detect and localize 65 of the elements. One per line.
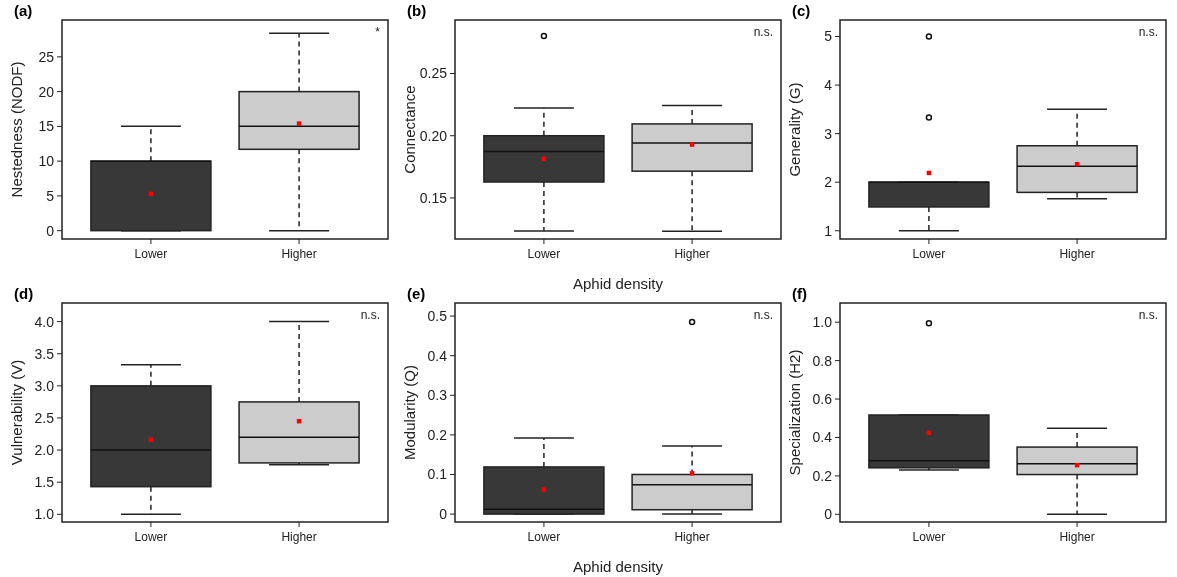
annotation: * bbox=[375, 25, 381, 39]
annotation: n.s. bbox=[1138, 308, 1158, 322]
x-tick-label: Lower bbox=[527, 247, 561, 261]
y-tick-label: 0.3 bbox=[427, 387, 448, 404]
x-tick-label: Higher bbox=[674, 530, 710, 544]
x-axis-title: Aphid density bbox=[572, 275, 664, 292]
y-tick-label: 2.5 bbox=[34, 409, 55, 426]
y-tick-label: 0 bbox=[46, 222, 55, 239]
y-axis-title: Nestedness (NODF) bbox=[8, 61, 25, 198]
y-tick-label: 0.2 bbox=[427, 426, 448, 443]
y-tick-label: 2 bbox=[824, 174, 833, 191]
y-tick-label: 0.15 bbox=[419, 189, 448, 206]
y-tick-label: 25 bbox=[38, 48, 55, 65]
y-tick-label: 3.0 bbox=[34, 377, 55, 394]
x-tick-label: Lower bbox=[527, 530, 561, 544]
y-axis-title: Vulnerability (V) bbox=[8, 359, 25, 466]
y-axis-title: Specialization (H2) bbox=[786, 349, 803, 476]
x-tick-label: Lower bbox=[134, 530, 168, 544]
y-tick-label: 4 bbox=[824, 76, 833, 93]
y-tick-label: 0 bbox=[824, 506, 833, 523]
chart-title: (d) bbox=[14, 285, 34, 302]
annotation: n.s. bbox=[360, 308, 380, 322]
y-tick-label: 0 bbox=[439, 505, 448, 522]
y-tick-label: 15 bbox=[38, 118, 55, 135]
chart-title: (a) bbox=[14, 2, 33, 19]
x-tick-label: Higher bbox=[674, 247, 710, 261]
chart-title: (f) bbox=[792, 285, 807, 302]
y-tick-label: 1 bbox=[824, 222, 833, 239]
x-tick-label: Lower bbox=[912, 530, 946, 544]
y-tick-label: 5 bbox=[824, 28, 833, 45]
y-tick-label: 3 bbox=[824, 125, 833, 142]
x-tick-label: Higher bbox=[1059, 530, 1095, 544]
annotation: n.s. bbox=[753, 25, 773, 39]
y-tick-label: 0.4 bbox=[427, 347, 448, 364]
x-tick-label: Lower bbox=[912, 247, 946, 261]
y-tick-label: 20 bbox=[38, 83, 55, 100]
y-tick-label: 10 bbox=[38, 153, 55, 170]
y-tick-label: 3.5 bbox=[34, 345, 55, 362]
x-tick-label: Higher bbox=[281, 247, 317, 261]
y-tick-label: 0.4 bbox=[812, 429, 833, 446]
chart-title: (c) bbox=[792, 2, 811, 19]
x-tick-label: Higher bbox=[1059, 247, 1095, 261]
y-tick-label: 2.0 bbox=[34, 441, 55, 458]
y-tick-label: 4.0 bbox=[34, 313, 55, 330]
y-tick-label: 0.25 bbox=[419, 65, 448, 82]
y-axis-title: Connectance bbox=[401, 85, 418, 174]
chart-title: (b) bbox=[407, 2, 427, 19]
chart-title: (e) bbox=[407, 285, 426, 302]
y-tick-label: 1.5 bbox=[34, 474, 55, 491]
y-tick-label: 0.6 bbox=[812, 390, 833, 407]
y-tick-label: 1.0 bbox=[812, 314, 833, 331]
annotation: n.s. bbox=[1138, 25, 1158, 39]
x-tick-label: Higher bbox=[281, 530, 317, 544]
y-tick-label: 0.20 bbox=[419, 127, 448, 144]
x-tick-label: Lower bbox=[134, 247, 168, 261]
y-axis-title: Generality (G) bbox=[786, 82, 803, 177]
y-tick-label: 0.5 bbox=[427, 307, 448, 324]
annotation: n.s. bbox=[753, 308, 773, 322]
y-tick-label: 1.0 bbox=[34, 506, 55, 523]
y-tick-label: 0.2 bbox=[812, 467, 833, 484]
y-axis-title: Modularity (Q) bbox=[401, 364, 418, 461]
y-tick-label: 0.1 bbox=[427, 466, 448, 483]
x-axis-title: Aphid density bbox=[572, 558, 664, 575]
y-tick-label: 0.8 bbox=[812, 352, 833, 369]
y-tick-label: 5 bbox=[46, 187, 55, 204]
